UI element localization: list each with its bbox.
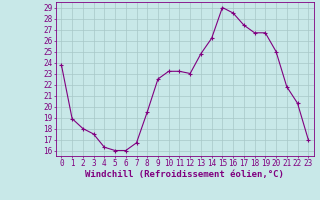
X-axis label: Windchill (Refroidissement éolien,°C): Windchill (Refroidissement éolien,°C) — [85, 170, 284, 179]
